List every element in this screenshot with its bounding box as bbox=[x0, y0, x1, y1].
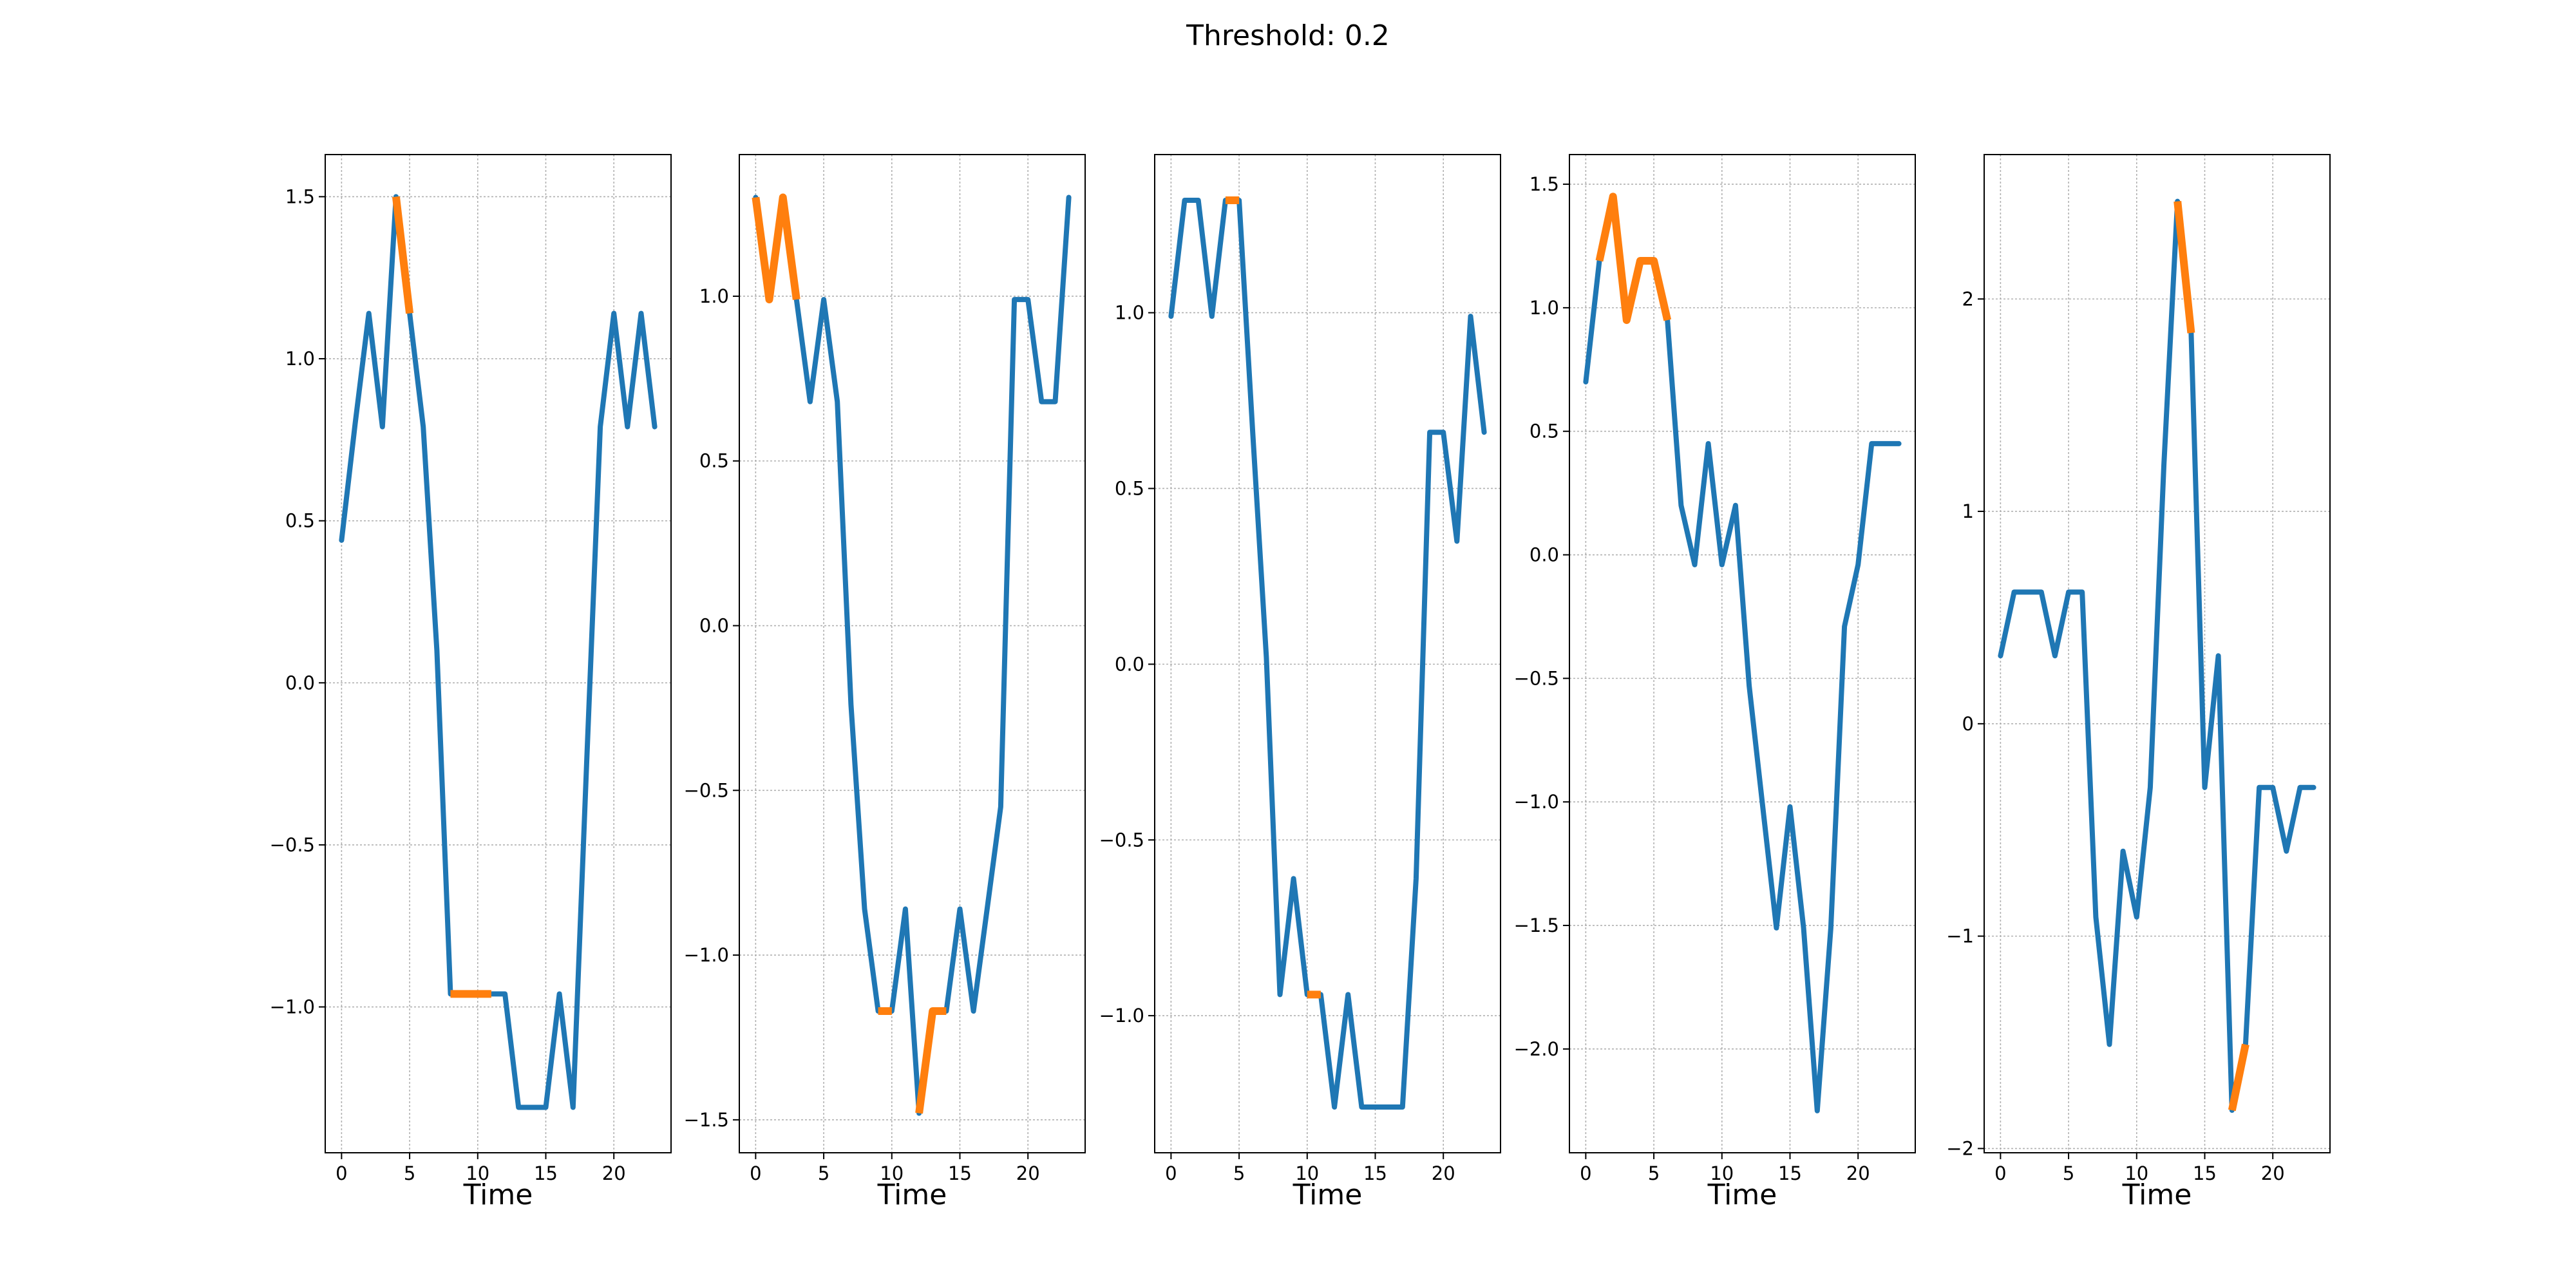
x-tick-label: 15 bbox=[2193, 1162, 2217, 1184]
y-tick-label: −0.5 bbox=[270, 834, 315, 856]
y-tick-label: 0 bbox=[1962, 713, 1974, 735]
subplot-3: 0 5 10 15 20 −1.0 −0.5 0.0 0.5 1.0 Time bbox=[1099, 154, 1501, 1211]
x-tick-label: 5 bbox=[1648, 1162, 1660, 1184]
x-tick-label: 15 bbox=[1363, 1162, 1387, 1184]
y-tick-label: 0.0 bbox=[699, 615, 729, 637]
x-axis-label: Time bbox=[1293, 1179, 1363, 1211]
figure-title: Threshold: 0.2 bbox=[1186, 19, 1390, 52]
y-tick-label: −1.5 bbox=[684, 1109, 729, 1131]
x-tick-label: 5 bbox=[818, 1162, 829, 1184]
highlight-segment bbox=[2174, 200, 2195, 334]
y-tick-label: −2 bbox=[1946, 1137, 1974, 1159]
x-tick-label: 10 bbox=[880, 1162, 904, 1184]
x-axis-label: Time bbox=[1707, 1179, 1777, 1211]
highlight-segment bbox=[2228, 1043, 2249, 1112]
y-tick-label: 0.0 bbox=[1115, 653, 1144, 675]
x-tick-label: 20 bbox=[1432, 1162, 1455, 1184]
x-axis-label: Time bbox=[2122, 1179, 2192, 1211]
y-tick-label: 1 bbox=[1962, 500, 1974, 522]
subplot-1: 0 5 10 15 20 −1.0 −0.5 0.0 0.5 1.0 1.5 Time bbox=[270, 154, 672, 1211]
y-tick-label: 1.5 bbox=[1530, 173, 1559, 195]
y-tick-label: 0.5 bbox=[285, 510, 315, 532]
series-line bbox=[339, 194, 658, 1110]
y-tick-label: −1.0 bbox=[684, 944, 729, 966]
x-tick-label: 5 bbox=[1233, 1162, 1245, 1184]
series-line bbox=[1583, 194, 1902, 1113]
x-tick-label: 20 bbox=[1846, 1162, 1870, 1184]
highlight-segment bbox=[752, 193, 800, 304]
y-tick-label: 1.0 bbox=[285, 348, 315, 370]
axes-frame bbox=[1154, 154, 1501, 1153]
x-tick-label: 10 bbox=[1295, 1162, 1319, 1184]
subplot-2: 0 5 10 15 20 −1.5 −1.0 −0.5 0.0 0.5 1.0 Time bbox=[684, 154, 1086, 1211]
series-line bbox=[1998, 198, 2316, 1113]
x-tick-label: 5 bbox=[404, 1162, 415, 1184]
x-tick-label: 0 bbox=[1994, 1162, 2006, 1184]
highlight-segment bbox=[915, 1007, 947, 1114]
x-tick-label: 20 bbox=[1016, 1162, 1040, 1184]
x-tick-label: 0 bbox=[1580, 1162, 1591, 1184]
x-tick-label: 20 bbox=[602, 1162, 626, 1184]
x-tick-label: 20 bbox=[2261, 1162, 2285, 1184]
x-tick-label: 10 bbox=[2125, 1162, 2148, 1184]
y-tick-label: −1 bbox=[1946, 925, 1974, 947]
y-tick-label: −1.0 bbox=[1514, 791, 1559, 813]
y-tick-label: 1.0 bbox=[1530, 297, 1559, 319]
y-tick-label: −2.0 bbox=[1514, 1038, 1559, 1060]
y-tick-label: 0.5 bbox=[1115, 477, 1144, 499]
x-axis-label: Time bbox=[877, 1179, 947, 1211]
y-tick-label: 0.5 bbox=[1530, 421, 1559, 442]
x-tick-label: 10 bbox=[466, 1162, 489, 1184]
y-tick-label: 1.5 bbox=[285, 185, 315, 207]
highlight-segment bbox=[1595, 193, 1672, 325]
y-tick-label: 1.0 bbox=[699, 285, 729, 307]
x-tick-label: 15 bbox=[1778, 1162, 1802, 1184]
x-tick-label: 15 bbox=[534, 1162, 558, 1184]
y-tick-label: 0.0 bbox=[1530, 544, 1559, 566]
axes-frame bbox=[1984, 154, 2331, 1153]
y-tick-label: 2 bbox=[1962, 288, 1974, 310]
series-line bbox=[753, 194, 1072, 1116]
y-tick-label: 0.0 bbox=[285, 672, 315, 694]
y-tick-label: −1.0 bbox=[270, 996, 315, 1018]
y-tick-label: −0.5 bbox=[1099, 829, 1144, 851]
x-tick-label: 0 bbox=[1165, 1162, 1177, 1184]
y-tick-label: −0.5 bbox=[1514, 667, 1559, 689]
axes-frame bbox=[325, 154, 672, 1153]
x-tick-label: 10 bbox=[1710, 1162, 1734, 1184]
y-tick-label: 1.0 bbox=[1115, 302, 1144, 324]
y-tick-label: −1.5 bbox=[1514, 914, 1559, 936]
axes-frame bbox=[1569, 154, 1916, 1153]
x-tick-label: 15 bbox=[948, 1162, 972, 1184]
x-axis-label: Time bbox=[463, 1179, 533, 1211]
subplot-5: 0 5 10 15 20 −2 −1 0 1 2 Time bbox=[1946, 154, 2331, 1211]
subplot-4: 0 5 10 15 20 −2.0 −1.5 −1.0 −0.5 0.0 0.5 1.0 1.5 Time bbox=[1514, 154, 1916, 1211]
series-line bbox=[1168, 198, 1487, 1110]
x-tick-label: 0 bbox=[336, 1162, 347, 1184]
axes-frame bbox=[739, 154, 1086, 1153]
x-tick-label: 5 bbox=[2063, 1162, 2074, 1184]
y-tick-label: 0.5 bbox=[699, 450, 729, 472]
highlight-segment bbox=[392, 196, 414, 314]
y-tick-label: −1.0 bbox=[1099, 1005, 1144, 1027]
x-tick-label: 0 bbox=[750, 1162, 761, 1184]
y-tick-label: −0.5 bbox=[684, 779, 729, 801]
